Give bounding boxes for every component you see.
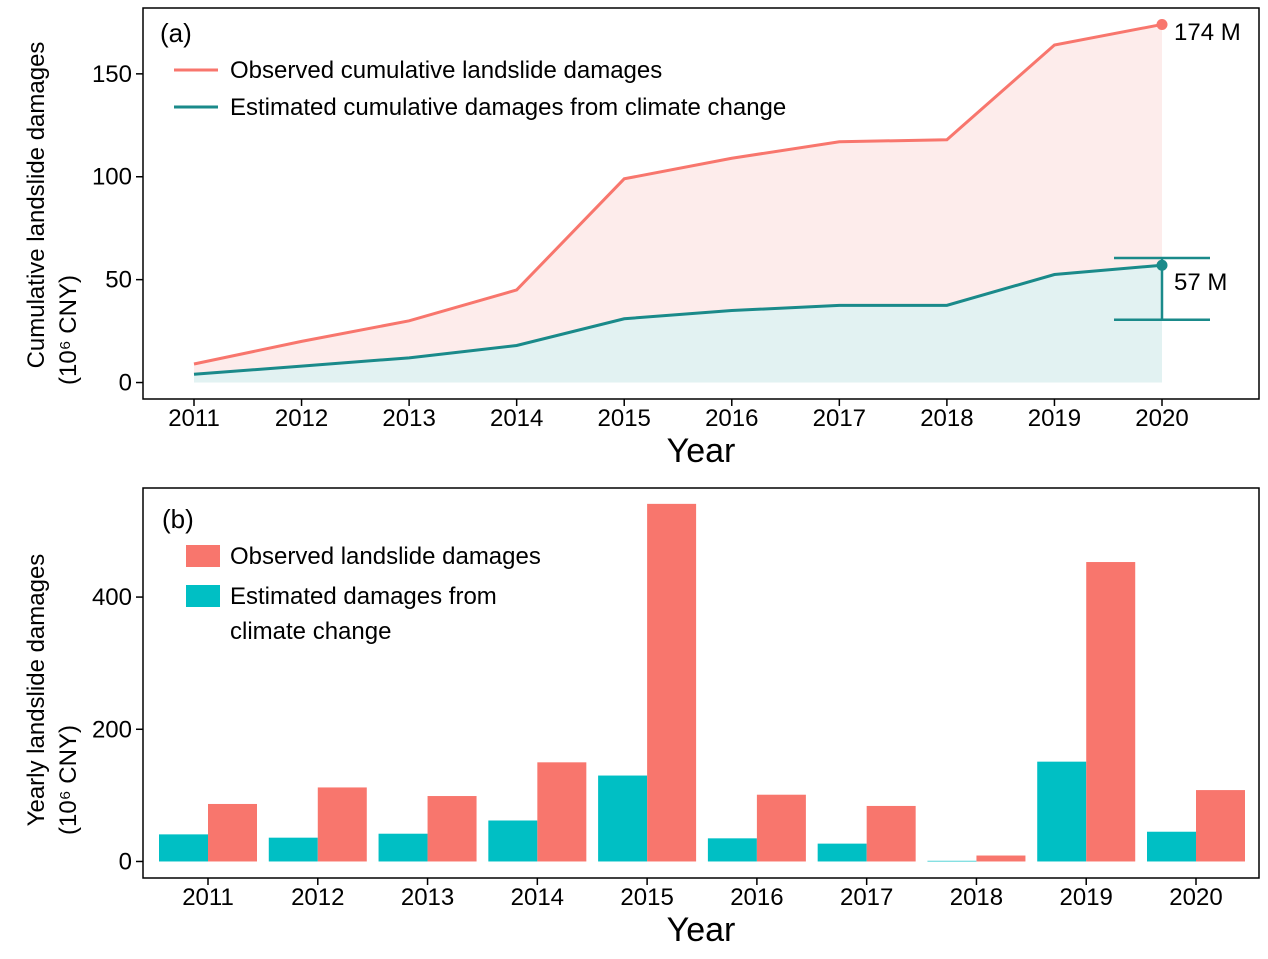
x-tick-label: 2015	[620, 884, 673, 911]
bar-observed-2012	[317, 787, 367, 862]
bar-estimated-2016	[707, 838, 757, 862]
observed-end-annotation: 174 M	[1174, 19, 1241, 46]
estimated-area-fill	[194, 265, 1162, 383]
panel-b: (b) 0 200 400 2011 2012 2013 2014 2015 2016 2017…	[23, 487, 1260, 949]
panel-b-bars	[159, 503, 1245, 862]
estimated-end-annotation: 57 M	[1174, 269, 1227, 296]
bar-observed-2017	[866, 805, 916, 862]
x-tick-label: 2020	[1169, 884, 1222, 911]
bar-observed-2015	[647, 503, 697, 862]
bar-estimated-2020	[1147, 831, 1196, 862]
observed-end-point	[1156, 18, 1168, 30]
panel-b-x-axis-ticks: 2011 2012 2013 2014 2015 2016 2017 2018 2019 2020	[182, 878, 1223, 911]
y-tick-label: 400	[92, 584, 132, 611]
x-tick-label: 2012	[291, 884, 344, 911]
bar-estimated-2014	[488, 820, 538, 862]
observed-cumulative-line	[193, 22, 1163, 366]
y-tick-label: 150	[92, 61, 132, 88]
x-tick-label: 2019	[1060, 884, 1113, 911]
x-tick-label: 2018	[920, 405, 973, 432]
observed-area-fill	[194, 24, 1162, 375]
x-tick-label: 2013	[401, 884, 454, 911]
bar-observed-2020	[1196, 790, 1245, 862]
panel-b-x-axis-title: Year	[667, 911, 736, 949]
bar-observed-2018	[976, 855, 1026, 862]
x-tick-label: 2020	[1135, 405, 1188, 432]
panel-a-lines	[193, 18, 1168, 376]
x-tick-label: 2017	[813, 405, 866, 432]
bar-observed-2016	[756, 794, 806, 862]
x-tick-label: 2014	[490, 405, 543, 432]
x-tick-label: 2016	[730, 884, 783, 911]
legend-estimated-bar-label-line1: Estimated damages from	[230, 583, 497, 610]
panel-b-y-axis-unit: (10⁶ CNY)	[55, 725, 82, 835]
estimated-cumulative-line	[193, 263, 1163, 376]
y-tick-label: 0	[119, 848, 132, 875]
panel-b-y-axis-ticks: 0 200 400	[92, 584, 143, 875]
y-tick-label: 50	[105, 267, 132, 294]
bar-observed-2013	[427, 796, 477, 862]
panel-a-label: (a)	[160, 18, 192, 48]
bar-observed-2019	[1086, 562, 1136, 862]
panel-a-x-axis-ticks: 2011 2012 2013 2014 2015 2016 2017 2018 2019 2020	[168, 399, 1189, 432]
panel-a-legend: Observed cumulative landslide damages Es…	[174, 57, 786, 121]
legend-estimated-bar-label-line2: climate change	[230, 618, 391, 645]
bar-estimated-2017	[817, 843, 867, 862]
bar-estimated-2012	[268, 837, 318, 862]
legend-observed-swatch	[186, 545, 220, 567]
x-tick-label: 2018	[950, 884, 1003, 911]
panel-a-x-axis-title: Year	[667, 432, 736, 470]
legend-observed-bar-label: Observed landslide damages	[230, 543, 541, 570]
panel-b-y-axis-title: Yearly landslide damages	[23, 554, 50, 827]
legend-estimated-swatch	[186, 585, 220, 607]
panel-a-y-axis-title: Cumulative landslide damages	[23, 42, 50, 369]
x-tick-label: 2012	[275, 405, 328, 432]
panel-b-label: (b)	[162, 504, 194, 534]
x-tick-label: 2011	[168, 405, 220, 432]
x-tick-label: 2014	[511, 884, 564, 911]
bar-observed-2011	[208, 803, 257, 862]
bar-observed-2014	[537, 762, 587, 862]
x-tick-label: 2016	[705, 405, 758, 432]
x-tick-label: 2015	[598, 405, 651, 432]
bar-estimated-2015	[598, 775, 648, 862]
panel-a-y-axis-unit: (10⁶ CNY)	[55, 275, 82, 385]
y-tick-label: 0	[119, 370, 132, 397]
panel-b-frame	[142, 487, 1260, 879]
x-tick-label: 2013	[382, 405, 435, 432]
panel-a-error-bar	[1114, 256, 1210, 322]
legend-observed-label: Observed cumulative landslide damages	[230, 57, 662, 84]
bar-estimated-2018	[927, 860, 977, 862]
y-tick-label: 100	[92, 164, 132, 191]
panel-a-y-axis-ticks: 0 50 100 150	[92, 61, 143, 397]
y-tick-label: 200	[92, 716, 132, 743]
legend-estimated-label: Estimated cumulative damages from climat…	[230, 94, 786, 121]
bar-estimated-2019	[1037, 761, 1087, 862]
x-tick-label: 2017	[840, 884, 893, 911]
panel-a-frame	[142, 7, 1260, 400]
x-tick-label: 2019	[1028, 405, 1081, 432]
x-tick-label: 2011	[182, 884, 234, 911]
panel-b-legend: Observed landslide damages Estimated dam…	[186, 543, 541, 645]
panel-a-area-fills	[194, 24, 1162, 383]
bar-estimated-2011	[159, 834, 208, 862]
bar-estimated-2013	[378, 833, 428, 862]
